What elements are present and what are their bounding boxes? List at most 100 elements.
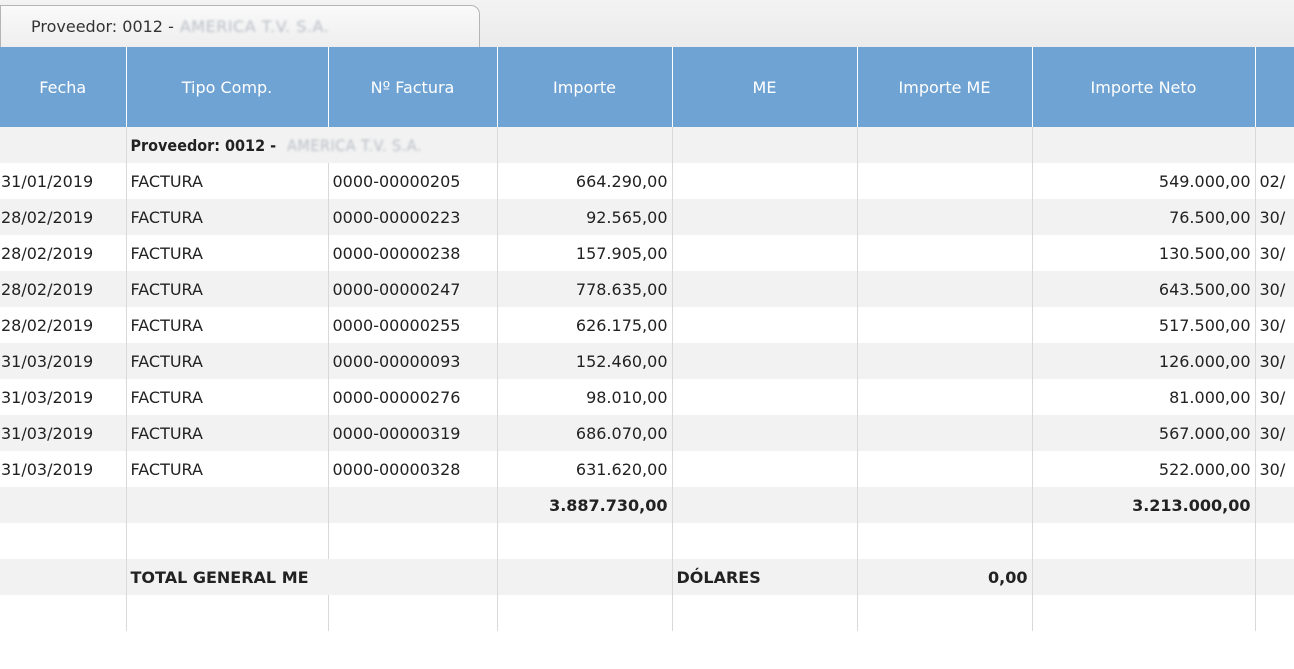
cell-me xyxy=(672,235,858,271)
cell-me xyxy=(672,271,858,307)
tab-bar: Proveedor: 0012 - AMERICA T.V. S.A. xyxy=(0,0,1294,48)
cell-tipo: FACTURA xyxy=(126,307,329,343)
cell-importe-me xyxy=(857,451,1033,487)
cell-extra: 02/ xyxy=(1255,163,1294,199)
cell-fecha: 28/02/2019 xyxy=(0,307,127,343)
cell-tipo: FACTURA xyxy=(126,163,329,199)
cell-factura: 0000-00000328 xyxy=(328,451,498,487)
cell-me xyxy=(672,379,858,415)
tab-label: Proveedor: 0012 - xyxy=(31,17,174,36)
cell-neto: 549.000,00 xyxy=(1032,163,1256,199)
subtotal-row: 3.887.730,00 3.213.000,00 xyxy=(0,487,1294,523)
table-row[interactable]: 31/03/2019 FACTURA 0000-00000319 686.070… xyxy=(0,415,1294,451)
cell-factura: 0000-00000238 xyxy=(328,235,498,271)
cell-importe: 778.635,00 xyxy=(497,271,673,307)
col-header-importe-neto[interactable]: Importe Neto xyxy=(1032,47,1256,127)
cell-importe-me xyxy=(857,343,1033,379)
cell-fecha: 31/03/2019 xyxy=(0,415,127,451)
cell-tipo: FACTURA xyxy=(126,451,329,487)
cell-extra: 30/ xyxy=(1255,379,1294,415)
subtotal-importe: 3.887.730,00 xyxy=(497,487,673,523)
cell-importe: 664.290,00 xyxy=(497,163,673,199)
cell-extra: 30/ xyxy=(1255,307,1294,343)
cell-me xyxy=(672,451,858,487)
cell-fecha: 31/03/2019 xyxy=(0,451,127,487)
col-header-nro-factura[interactable]: Nº Factura xyxy=(328,47,498,127)
group-row: Proveedor: 0012 - AMERICA T.V. S.A. xyxy=(0,127,1294,163)
cell-importe: 157.905,00 xyxy=(497,235,673,271)
cell-fecha: 28/02/2019 xyxy=(0,235,127,271)
cell-fecha: 31/03/2019 xyxy=(0,379,127,415)
cell-factura: 0000-00000319 xyxy=(328,415,498,451)
col-header-tipo-comp[interactable]: Tipo Comp. xyxy=(126,47,329,127)
cell-fecha: 28/02/2019 xyxy=(0,199,127,235)
table-row[interactable]: 31/03/2019 FACTURA 0000-00000328 631.620… xyxy=(0,451,1294,487)
cell-fecha: 28/02/2019 xyxy=(0,271,127,307)
cell-neto: 81.000,00 xyxy=(1032,379,1256,415)
cell-importe-me xyxy=(857,199,1033,235)
cell-neto: 126.000,00 xyxy=(1032,343,1256,379)
table-row[interactable]: 28/02/2019 FACTURA 0000-00000247 778.635… xyxy=(0,271,1294,307)
blank-row xyxy=(0,595,1294,631)
cell-factura: 0000-00000276 xyxy=(328,379,498,415)
cell-fecha: 31/01/2019 xyxy=(0,163,127,199)
col-header-fecha[interactable]: Fecha xyxy=(0,47,127,127)
col-header-importe[interactable]: Importe xyxy=(497,47,673,127)
table-row[interactable]: 31/03/2019 FACTURA 0000-00000093 152.460… xyxy=(0,343,1294,379)
cell-tipo: FACTURA xyxy=(126,271,329,307)
invoice-table: Fecha Tipo Comp. Nº Factura Importe ME I… xyxy=(0,47,1294,631)
cell-importe: 152.460,00 xyxy=(497,343,673,379)
col-header-me[interactable]: ME xyxy=(672,47,858,127)
cell-extra: 30/ xyxy=(1255,271,1294,307)
cell-tipo: FACTURA xyxy=(126,235,329,271)
cell-importe: 626.175,00 xyxy=(497,307,673,343)
table-row[interactable]: 31/01/2019 FACTURA 0000-00000205 664.290… xyxy=(0,163,1294,199)
cell-importe: 631.620,00 xyxy=(497,451,673,487)
cell-me xyxy=(672,415,858,451)
col-header-extra[interactable] xyxy=(1255,47,1294,127)
cell-importe-me xyxy=(857,163,1033,199)
blank-row xyxy=(0,523,1294,559)
cell-neto: 643.500,00 xyxy=(1032,271,1256,307)
cell-extra: 30/ xyxy=(1255,235,1294,271)
cell-tipo: FACTURA xyxy=(126,415,329,451)
cell-tipo: FACTURA xyxy=(126,379,329,415)
cell-me xyxy=(672,199,858,235)
total-general-value: 0,00 xyxy=(857,559,1033,595)
subtotal-neto: 3.213.000,00 xyxy=(1032,487,1256,523)
cell-factura: 0000-00000247 xyxy=(328,271,498,307)
total-general-row: TOTAL GENERAL ME DÓLARES 0,00 xyxy=(0,559,1294,595)
cell-neto: 130.500,00 xyxy=(1032,235,1256,271)
cell-importe: 92.565,00 xyxy=(497,199,673,235)
table-row[interactable]: 31/03/2019 FACTURA 0000-00000276 98.010,… xyxy=(0,379,1294,415)
cell-neto: 517.500,00 xyxy=(1032,307,1256,343)
cell-factura: 0000-00000255 xyxy=(328,307,498,343)
cell-me xyxy=(672,163,858,199)
cell-neto: 76.500,00 xyxy=(1032,199,1256,235)
cell-factura: 0000-00000223 xyxy=(328,199,498,235)
cell-tipo: FACTURA xyxy=(126,343,329,379)
cell-factura: 0000-00000093 xyxy=(328,343,498,379)
col-header-importe-me[interactable]: Importe ME xyxy=(857,47,1033,127)
tab-provider-name-redacted: AMERICA T.V. S.A. xyxy=(179,17,330,36)
cell-neto: 522.000,00 xyxy=(1032,451,1256,487)
cell-me xyxy=(672,307,858,343)
cell-me xyxy=(672,343,858,379)
cell-importe-me xyxy=(857,235,1033,271)
cell-importe-me xyxy=(857,307,1033,343)
header-row: Fecha Tipo Comp. Nº Factura Importe ME I… xyxy=(0,47,1294,127)
cell-factura: 0000-00000205 xyxy=(328,163,498,199)
group-label-text: Proveedor: 0012 - xyxy=(130,135,277,155)
group-label: Proveedor: 0012 - AMERICA T.V. S.A. xyxy=(126,127,498,163)
cell-extra: 30/ xyxy=(1255,415,1294,451)
tab-proveedor[interactable]: Proveedor: 0012 - AMERICA T.V. S.A. xyxy=(0,5,480,47)
table-row[interactable]: 28/02/2019 FACTURA 0000-00000255 626.175… xyxy=(0,307,1294,343)
cell-importe: 686.070,00 xyxy=(497,415,673,451)
cell-extra: 30/ xyxy=(1255,451,1294,487)
table-row[interactable]: 28/02/2019 FACTURA 0000-00000238 157.905… xyxy=(0,235,1294,271)
cell-fecha: 31/03/2019 xyxy=(0,343,127,379)
cell-importe-me xyxy=(857,379,1033,415)
cell-tipo: FACTURA xyxy=(126,199,329,235)
cell-extra: 30/ xyxy=(1255,343,1294,379)
table-row[interactable]: 28/02/2019 FACTURA 0000-00000223 92.565,… xyxy=(0,199,1294,235)
